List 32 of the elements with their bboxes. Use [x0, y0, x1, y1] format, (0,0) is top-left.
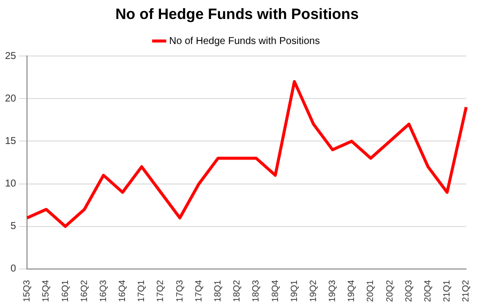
x-tick-label: 20Q4: [422, 280, 433, 302]
x-tick-label: 21Q2: [460, 280, 471, 302]
y-tick-label: 15: [5, 136, 17, 147]
x-tick-label: 17Q4: [193, 280, 204, 302]
x-tick-label: 16Q1: [60, 280, 70, 302]
x-tick-label: 20Q3: [403, 280, 414, 302]
x-tick-label: 18Q2: [232, 280, 242, 302]
x-tick-label: 15Q3: [22, 280, 32, 302]
y-tick-label: 20: [5, 93, 17, 104]
x-tick-label: 21Q1: [442, 280, 452, 302]
y-tick-label: 5: [10, 221, 17, 232]
x-tick-label: 16Q2: [78, 280, 89, 302]
x-tick-label: 20Q2: [384, 280, 394, 302]
x-tick-label: 19Q2: [308, 280, 318, 302]
legend-label: No of Hedge Funds with Positions: [169, 36, 320, 47]
x-tick-label: 15Q4: [40, 280, 51, 302]
x-tick-label: 19Q3: [327, 280, 338, 302]
x-tick-label: 17Q1: [136, 280, 146, 302]
x-tick-label: 18Q3: [250, 280, 261, 302]
y-tick-label: 25: [5, 50, 17, 62]
y-tick-label: 0: [10, 264, 17, 275]
x-tick-label: 20Q1: [365, 280, 376, 302]
x-tick-label: 18Q1: [212, 280, 223, 302]
x-tick-label: 17Q2: [155, 280, 166, 302]
x-tick-label: 16Q3: [98, 280, 108, 302]
x-tick-label: 19Q4: [346, 280, 356, 302]
x-tick-label: 16Q4: [117, 280, 128, 302]
x-tick-label: 17Q3: [174, 280, 184, 302]
x-tick-label: 18Q4: [270, 280, 280, 302]
y-tick-label: 10: [5, 178, 17, 190]
x-tick-label: 19Q1: [288, 280, 299, 302]
chart-title: No of Hedge Funds with Positions: [115, 6, 359, 24]
